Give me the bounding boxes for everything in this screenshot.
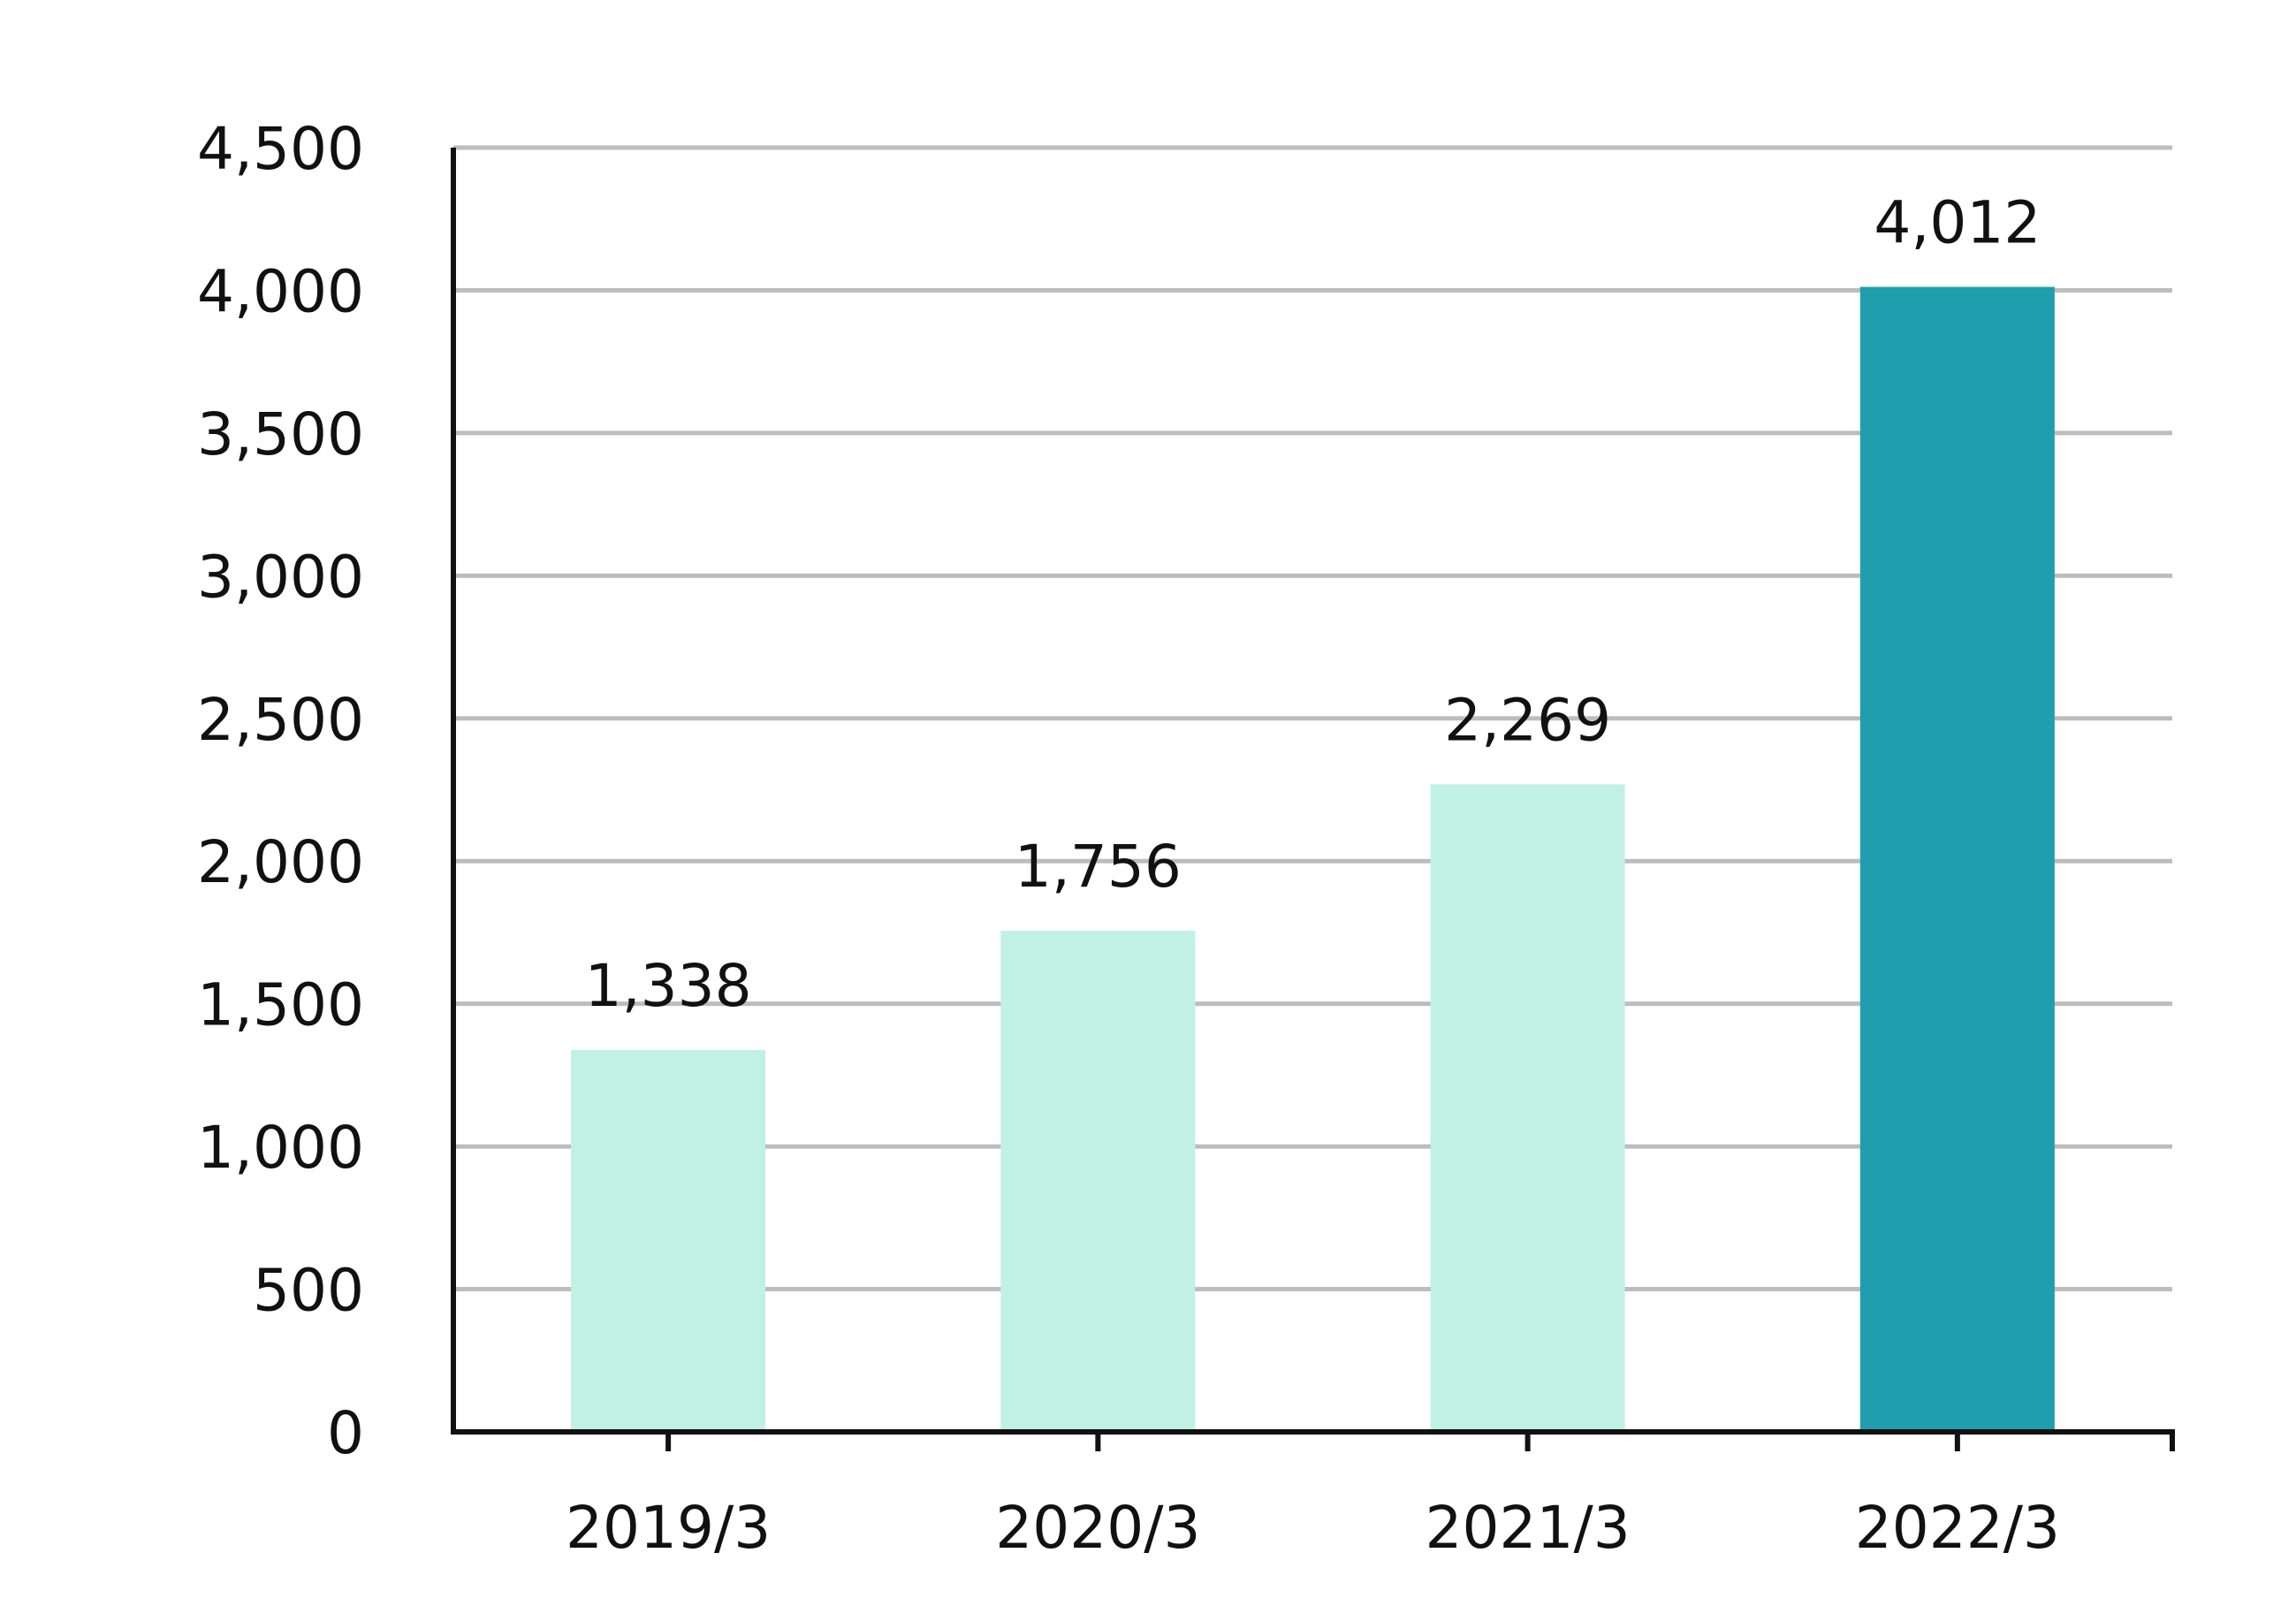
x-category-label: 2020/3 (995, 1494, 1200, 1562)
y-axis-tick-labels: 0 500 1,000 1,500 2,000 2,500 3,000 3,500 4,000 4… (197, 115, 364, 1467)
bar-2021-3 (1430, 784, 1625, 1432)
y-tick-label: 0 (327, 1399, 364, 1467)
bar-2022-3 (1859, 286, 2055, 1432)
y-tick-label: 4,000 (197, 257, 364, 325)
x-axis-category-labels: 2019/3 2020/3 2021/3 2022/3 (566, 1494, 2060, 1562)
bar-2019-3 (571, 1049, 766, 1432)
data-label: 2,269 (1444, 686, 1611, 754)
bars (571, 286, 2055, 1432)
y-tick-label: 3,000 (197, 543, 364, 611)
data-label: 1,338 (585, 952, 752, 1020)
y-tick-label: 500 (253, 1257, 364, 1325)
x-category-label: 2022/3 (1855, 1494, 2060, 1562)
y-tick-label: 1,000 (197, 1114, 364, 1182)
data-labels: 1,338 1,756 2,269 4,012 (585, 189, 2041, 1020)
x-category-label: 2021/3 (1425, 1494, 1631, 1562)
y-tick-label: 3,500 (197, 400, 364, 468)
y-tick-label: 2,000 (197, 828, 364, 896)
bar-2020-3 (1000, 931, 1196, 1432)
data-label: 1,756 (1015, 833, 1182, 901)
y-tick-label: 4,500 (197, 115, 364, 183)
y-tick-label: 2,500 (197, 686, 364, 754)
x-category-label: 2019/3 (566, 1494, 771, 1562)
data-label: 4,012 (1874, 189, 2041, 257)
y-tick-label: 1,500 (197, 971, 364, 1039)
axes (451, 148, 2175, 1451)
